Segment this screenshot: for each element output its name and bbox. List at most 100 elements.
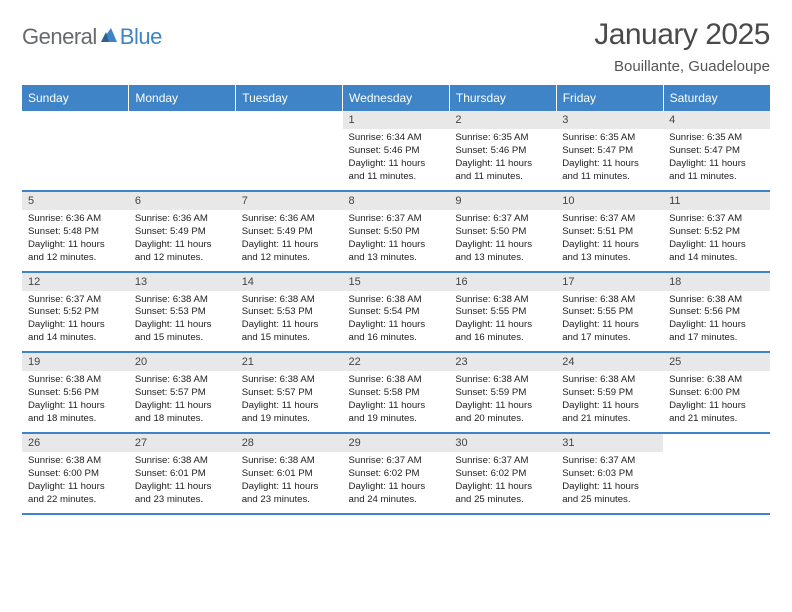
day-info: Sunrise: 6:38 AMSunset: 5:58 PMDaylight:… — [343, 371, 450, 432]
dow-thu: Thursday — [449, 85, 556, 111]
day-number: 15 — [343, 273, 450, 291]
calendar-cell: 25Sunrise: 6:38 AMSunset: 6:00 PMDayligh… — [663, 352, 770, 433]
daylight-hours: 11 — [389, 158, 399, 169]
daylight-hours: 11 — [495, 239, 505, 250]
calendar-head: Sunday Monday Tuesday Wednesday Thursday… — [22, 85, 770, 111]
sunrise-time: 6:35 AM — [707, 132, 742, 143]
day-info: Sunrise: 6:34 AMSunset: 5:46 PMDaylight:… — [343, 129, 450, 190]
daylight-minutes: 19 — [367, 413, 378, 424]
daylight-minutes: 14 — [47, 332, 58, 343]
day-number: 21 — [236, 353, 343, 371]
dow-tue: Tuesday — [236, 85, 343, 111]
sunrise-time: 6:36 AM — [173, 213, 208, 224]
day-number: 22 — [343, 353, 450, 371]
day-number: 27 — [129, 434, 236, 452]
day-info: Sunrise: 6:35 AMSunset: 5:47 PMDaylight:… — [556, 129, 663, 190]
daylight-hours: 11 — [68, 400, 78, 411]
sunrise-time: 6:38 AM — [173, 455, 208, 466]
sunrise-time: 6:37 AM — [386, 213, 421, 224]
day-number: 25 — [663, 353, 770, 371]
daylight-minutes: 14 — [688, 252, 699, 263]
day-number: 29 — [343, 434, 450, 452]
logo: General Blue — [22, 24, 162, 50]
day-number: 10 — [556, 192, 663, 210]
daylight-minutes: 13 — [581, 252, 592, 263]
daylight-hours: 11 — [282, 239, 292, 250]
daylight-minutes: 18 — [154, 413, 165, 424]
sunrise-time: 6:38 AM — [493, 294, 528, 305]
calendar-cell: 15Sunrise: 6:38 AMSunset: 5:54 PMDayligh… — [343, 272, 450, 353]
day-number: 19 — [22, 353, 129, 371]
sunset-time: 5:52 PM — [63, 306, 99, 317]
day-number: 4 — [663, 111, 770, 129]
daylight-hours: 11 — [282, 481, 292, 492]
daylight-minutes: 20 — [474, 413, 485, 424]
sunset-time: 5:47 PM — [597, 145, 633, 156]
calendar-cell: 14Sunrise: 6:38 AMSunset: 5:53 PMDayligh… — [236, 272, 343, 353]
sunrise-time: 6:37 AM — [707, 213, 742, 224]
calendar-cell: 6Sunrise: 6:36 AMSunset: 5:49 PMDaylight… — [129, 191, 236, 272]
daylight-hours: 11 — [602, 400, 612, 411]
day-number: 23 — [449, 353, 556, 371]
sunrise-time: 6:38 AM — [280, 294, 315, 305]
daylight-minutes: 16 — [474, 332, 485, 343]
daylight-hours: 11 — [175, 400, 185, 411]
calendar-cell: 30Sunrise: 6:37 AMSunset: 6:02 PMDayligh… — [449, 433, 556, 514]
day-info: Sunrise: 6:35 AMSunset: 5:47 PMDaylight:… — [663, 129, 770, 190]
calendar-cell: 4Sunrise: 6:35 AMSunset: 5:47 PMDaylight… — [663, 111, 770, 191]
calendar-week: 1Sunrise: 6:34 AMSunset: 5:46 PMDaylight… — [22, 111, 770, 191]
daylight-hours: 11 — [389, 319, 399, 330]
calendar-cell: 9Sunrise: 6:37 AMSunset: 5:50 PMDaylight… — [449, 191, 556, 272]
daylight-hours: 11 — [602, 481, 612, 492]
calendar-table: Sunday Monday Tuesday Wednesday Thursday… — [22, 85, 770, 515]
day-info: Sunrise: 6:38 AMSunset: 5:53 PMDaylight:… — [236, 291, 343, 352]
day-number: 2 — [449, 111, 556, 129]
day-info: Sunrise: 6:37 AMSunset: 5:52 PMDaylight:… — [22, 291, 129, 352]
sunset-time: 5:56 PM — [63, 387, 99, 398]
sunrise-time: 6:38 AM — [386, 294, 421, 305]
sunset-time: 5:49 PM — [170, 226, 206, 237]
calendar-cell: 1Sunrise: 6:34 AMSunset: 5:46 PMDaylight… — [343, 111, 450, 191]
calendar-cell — [129, 111, 236, 191]
day-number: 13 — [129, 273, 236, 291]
sunrise-time: 6:38 AM — [280, 455, 315, 466]
calendar-body: 1Sunrise: 6:34 AMSunset: 5:46 PMDaylight… — [22, 111, 770, 514]
day-number: 26 — [22, 434, 129, 452]
daylight-hours: 11 — [68, 481, 78, 492]
day-number: 11 — [663, 192, 770, 210]
dow-wed: Wednesday — [343, 85, 450, 111]
calendar-week: 5Sunrise: 6:36 AMSunset: 5:48 PMDaylight… — [22, 191, 770, 272]
calendar-cell: 16Sunrise: 6:38 AMSunset: 5:55 PMDayligh… — [449, 272, 556, 353]
day-number: 24 — [556, 353, 663, 371]
sunset-time: 5:46 PM — [384, 145, 420, 156]
calendar-cell — [236, 111, 343, 191]
calendar-cell: 10Sunrise: 6:37 AMSunset: 5:51 PMDayligh… — [556, 191, 663, 272]
day-info: Sunrise: 6:38 AMSunset: 6:01 PMDaylight:… — [236, 452, 343, 513]
daylight-hours: 11 — [495, 481, 505, 492]
daylight-hours: 11 — [495, 400, 505, 411]
sunrise-time: 6:38 AM — [707, 294, 742, 305]
day-info: Sunrise: 6:38 AMSunset: 5:59 PMDaylight:… — [449, 371, 556, 432]
daylight-hours: 11 — [495, 158, 505, 169]
logo-text-blue: Blue — [120, 24, 162, 50]
sunrise-time: 6:38 AM — [600, 374, 635, 385]
daylight-minutes: 16 — [367, 332, 378, 343]
sunset-time: 5:52 PM — [704, 226, 740, 237]
sunset-time: 5:47 PM — [704, 145, 740, 156]
calendar-cell: 5Sunrise: 6:36 AMSunset: 5:48 PMDaylight… — [22, 191, 129, 272]
daylight-minutes: 13 — [367, 252, 378, 263]
sunset-time: 5:59 PM — [597, 387, 633, 398]
daylight-minutes: 11 — [474, 171, 484, 182]
sunset-time: 6:00 PM — [704, 387, 740, 398]
month-title: January 2025 — [594, 18, 770, 52]
sunset-time: 5:55 PM — [491, 306, 527, 317]
calendar-cell: 22Sunrise: 6:38 AMSunset: 5:58 PMDayligh… — [343, 352, 450, 433]
calendar-cell: 29Sunrise: 6:37 AMSunset: 6:02 PMDayligh… — [343, 433, 450, 514]
day-number: 18 — [663, 273, 770, 291]
day-info: Sunrise: 6:38 AMSunset: 5:55 PMDaylight:… — [556, 291, 663, 352]
sunrise-time: 6:37 AM — [493, 213, 528, 224]
daylight-minutes: 11 — [367, 171, 377, 182]
daylight-hours: 11 — [68, 239, 78, 250]
daylight-minutes: 17 — [581, 332, 592, 343]
daylight-minutes: 18 — [47, 413, 58, 424]
